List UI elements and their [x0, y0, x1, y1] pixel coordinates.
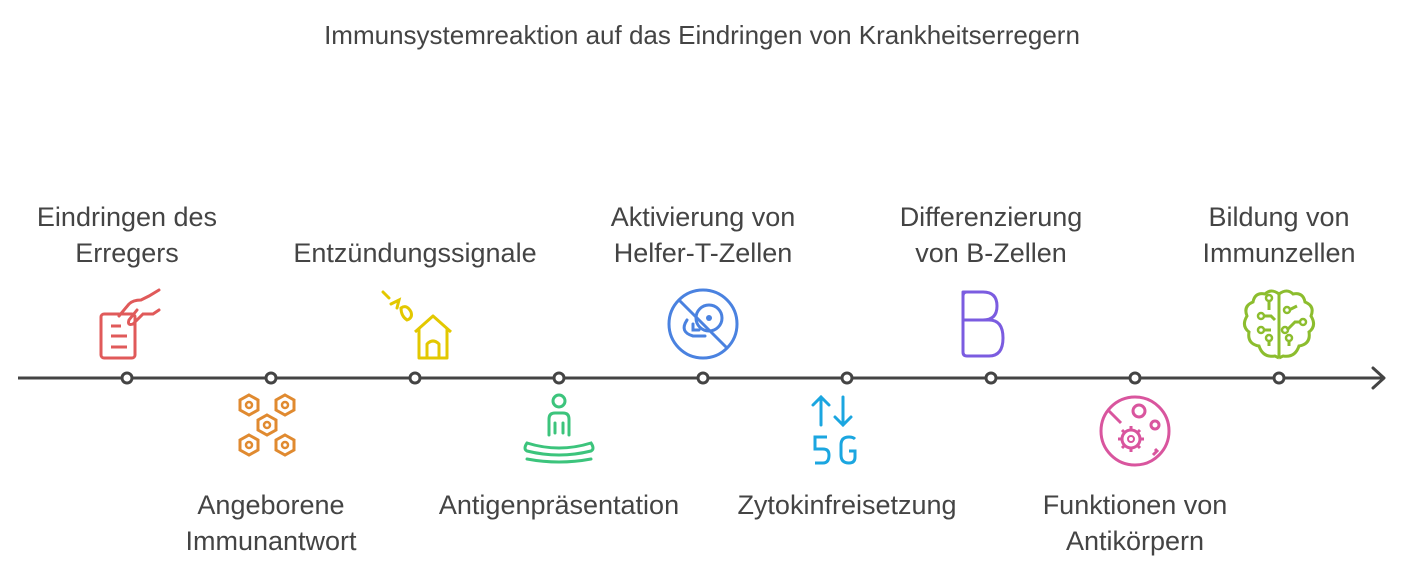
letter-b-icon [953, 286, 1029, 362]
timeline-node [264, 371, 278, 385]
timeline-node [120, 371, 134, 385]
step-label: Zytokinfreisetzung [737, 490, 957, 520]
step-label: Entzündungssignale [293, 238, 537, 268]
step-label: Aktivierung von Helfer-T-Zellen [610, 202, 796, 268]
timeline-node [984, 371, 998, 385]
timeline-node [552, 371, 566, 385]
timeline-node [840, 371, 854, 385]
timeline-node [408, 371, 422, 385]
timeline-arrowhead [1371, 366, 1386, 390]
hand-document-icon [89, 286, 165, 362]
step-label: Funktionen von Antikörpern [1042, 490, 1228, 556]
person-meditation-icon [521, 393, 597, 469]
brain-circuit-icon [1241, 286, 1317, 362]
no-tracking-icon [665, 286, 741, 362]
5g-signal-icon [809, 393, 885, 469]
virus-petri-icon [1097, 393, 1173, 469]
step-label: Eindringen des Erregers [36, 202, 218, 268]
house-signal-icon [377, 286, 453, 362]
step-label: Bildung von Immunzellen [1202, 202, 1356, 268]
step-label: Angeborene Immunantwort [185, 490, 357, 556]
timeline-node [1128, 371, 1142, 385]
step-label: Antigenpräsentation [438, 490, 680, 520]
diagram-title: Immunsystemreaktion auf das Eindringen v… [324, 20, 1080, 50]
hexagon-cells-icon [233, 393, 309, 469]
step-label: Differenzierung von B-Zellen [899, 202, 1083, 268]
timeline-node [696, 371, 710, 385]
timeline-node [1272, 371, 1286, 385]
